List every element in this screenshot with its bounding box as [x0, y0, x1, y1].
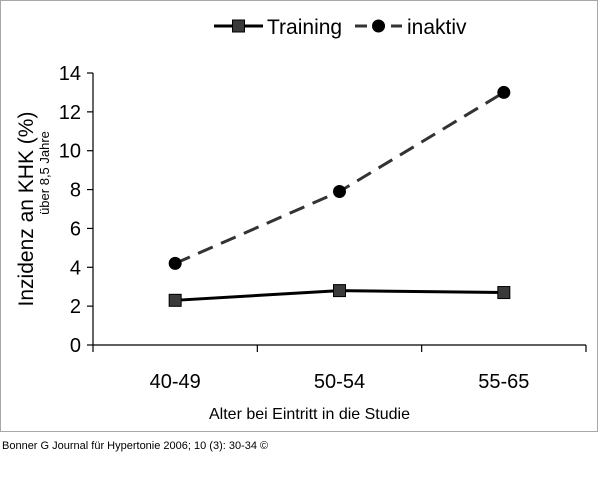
x-tick-label: 40-49 [150, 371, 201, 393]
y-axis-subtitle: über 8,5 Jahre [37, 131, 52, 215]
x-axis-title: Alter bei Eintritt in die Studie [209, 406, 410, 423]
legend-label: Training [267, 16, 342, 39]
series-line [174, 91, 505, 265]
series-layer [168, 85, 511, 307]
data-point-square [333, 284, 346, 298]
y-tick-label: 8 [70, 180, 81, 202]
series-training [168, 284, 511, 307]
data-point-square [497, 286, 511, 300]
x-tick-label: 50-54 [314, 371, 365, 393]
data-point-square [168, 293, 182, 307]
series-inaktiv [168, 85, 511, 270]
chart-frame: Training inaktiv 0 2 4 6 8 10 12 14 40-49 50-54 55… [0, 0, 598, 432]
y-tick-label: 12 [59, 102, 81, 124]
data-point-circle [333, 185, 346, 199]
legend: Training inaktiv [214, 16, 467, 39]
y-axis-title: Inzidenz an KHK (%) [15, 112, 38, 307]
data-point-square [232, 19, 245, 33]
x-tick-label: 55-65 [478, 371, 529, 393]
data-point-circle [372, 19, 385, 33]
x-axis: 40-49 50-54 55-65 [92, 344, 587, 393]
legend-entry-inaktiv: inaktiv [355, 16, 467, 39]
y-tick-label: 6 [70, 218, 81, 240]
line-chart: Training inaktiv 0 2 4 6 8 10 12 14 40-49 50-54 55… [15, 16, 587, 423]
data-point-circle [497, 85, 511, 99]
citation-footer: Bonner G Journal für Hypertonie 2006; 10… [2, 440, 269, 452]
legend-entry-training: Training [214, 16, 342, 39]
y-tick-label: 4 [70, 257, 81, 279]
y-axis: 0 2 4 6 8 10 12 14 [59, 63, 94, 357]
y-tick-label: 14 [59, 63, 81, 85]
y-tick-label: 2 [70, 296, 81, 318]
data-point-circle [168, 256, 182, 270]
y-tick-label: 10 [59, 141, 81, 163]
y-tick-label: 0 [70, 335, 81, 357]
legend-label: inaktiv [407, 16, 467, 39]
